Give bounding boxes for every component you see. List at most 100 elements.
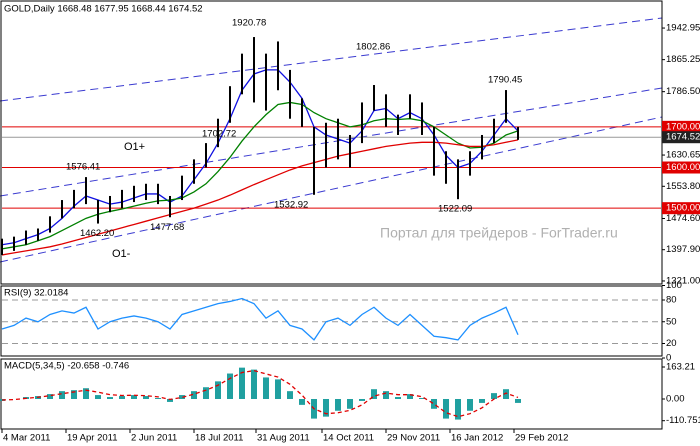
rsi-title: RSI(9) 32.0184 xyxy=(4,288,68,299)
macd-bar xyxy=(359,398,365,401)
channel-line xyxy=(0,87,663,197)
macd-bar xyxy=(107,397,113,399)
y-tick-label: 1474.60 xyxy=(666,213,700,224)
x-tick-label: 29 Nov 2011 xyxy=(387,433,440,444)
macd-bar xyxy=(347,398,353,409)
level-label-box xyxy=(662,161,700,174)
y-tick-label: 163.21 xyxy=(666,362,695,373)
price-annotation: 1532.92 xyxy=(274,199,308,210)
level-label: 1700.00 xyxy=(666,121,700,132)
macd-bar xyxy=(227,373,233,399)
macd-panel xyxy=(0,358,663,430)
x-tick-label: 14 Oct 2011 xyxy=(323,433,374,444)
macd-bar xyxy=(167,398,173,402)
price-annotation: 1790.45 xyxy=(488,75,522,86)
macd-bar xyxy=(323,398,329,417)
macd-bar xyxy=(131,395,137,399)
macd-title: MACD(5,34,5) -20.658 -0.746 xyxy=(4,361,129,372)
moving-average xyxy=(1,101,519,250)
y-tick-label: 1942.95 xyxy=(666,23,700,34)
macd-bar xyxy=(479,398,485,403)
rsi-line xyxy=(1,297,519,341)
macd-bar xyxy=(383,391,389,399)
y-tick-label: 1553.80 xyxy=(666,181,700,192)
level-label-box xyxy=(662,120,700,133)
y-tick-label: 50 xyxy=(666,316,677,327)
last-price-box xyxy=(662,131,700,144)
channel-line xyxy=(0,116,663,263)
macd-bar xyxy=(143,396,149,399)
macd-bar xyxy=(299,398,305,405)
macd-bar xyxy=(203,387,209,399)
price-annotation: 1576.41 xyxy=(66,162,100,173)
price-annotation: 1522.09 xyxy=(438,204,472,215)
macd-bar xyxy=(419,398,425,399)
price-annotation: 1462.20 xyxy=(80,228,114,239)
x-tick-label: 31 Aug 2011 xyxy=(257,433,310,444)
channel-line xyxy=(0,17,663,102)
level-label-box xyxy=(662,202,700,215)
macd-bar xyxy=(155,398,161,399)
x-tick-label: 2 Jun 2011 xyxy=(131,433,177,444)
macd-bar xyxy=(491,393,497,399)
y-tick-label: 1865.25 xyxy=(666,54,700,65)
y-tick-label: 80 xyxy=(666,295,677,306)
moving-average xyxy=(1,69,519,246)
y-tick-label: 0 xyxy=(666,353,671,364)
y-tick-label: 1630.65 xyxy=(666,150,700,161)
price-annotation: 1802.86 xyxy=(356,42,390,53)
macd-bar xyxy=(371,389,377,399)
y-tick-label: 1321.00 xyxy=(666,275,700,286)
macd-bar xyxy=(251,369,257,399)
y-tick-label: 1397.90 xyxy=(666,244,700,255)
macd-bar xyxy=(395,397,401,399)
macd-bar xyxy=(59,391,65,399)
chart-title: GOLD,Daily 1668.48 1677.95 1668.44 1674.… xyxy=(4,4,203,15)
macd-bar xyxy=(83,388,89,399)
y-tick-label: 0.00 xyxy=(666,394,685,405)
macd-bar xyxy=(515,398,521,403)
macd-bar xyxy=(407,394,413,399)
macd-bar xyxy=(71,390,77,399)
macd-bar xyxy=(455,398,461,420)
watermark: Портал для трейдеров - ForTrader.ru xyxy=(380,225,618,241)
macd-bar xyxy=(287,391,293,399)
macd-bar xyxy=(431,398,437,409)
price-annotation: 1920.78 xyxy=(232,18,266,29)
x-tick-label: 29 Feb 2012 xyxy=(515,433,568,444)
channel-label: O1- xyxy=(112,248,131,260)
level-label: 1500.00 xyxy=(666,203,700,214)
macd-bar xyxy=(47,394,53,399)
channel-label: O1+ xyxy=(124,141,145,153)
moving-average xyxy=(1,139,519,256)
macd-bar xyxy=(263,377,269,399)
rsi-panel xyxy=(0,285,663,357)
macd-bar xyxy=(503,389,509,399)
macd-bar xyxy=(119,396,125,399)
y-tick-label: 1786.50 xyxy=(666,86,700,97)
macd-bar xyxy=(239,367,245,399)
macd-signal xyxy=(1,369,519,418)
macd-bar xyxy=(191,391,197,399)
x-tick-label: 16 Jan 2012 xyxy=(451,433,503,444)
macd-bar xyxy=(95,395,101,399)
level-label: 1600.00 xyxy=(666,162,700,173)
y-tick-label: 20 xyxy=(666,338,677,349)
y-tick-label: 100 xyxy=(666,280,682,291)
macd-bar xyxy=(215,381,221,399)
x-tick-label: 19 Apr 2011 xyxy=(67,433,118,444)
macd-bar xyxy=(467,398,473,411)
price-annotation: 1702.72 xyxy=(202,128,236,139)
x-tick-label: 4 Mar 2011 xyxy=(3,433,50,444)
macd-bar xyxy=(335,398,341,411)
macd-bar xyxy=(443,398,449,419)
y-tick-label: -110.751 xyxy=(666,415,700,426)
last-price-label: 1674.52 xyxy=(666,132,700,143)
macd-bar xyxy=(275,379,281,399)
macd-bar xyxy=(179,395,185,399)
x-tick-label: 18 Jul 2011 xyxy=(195,433,243,444)
price-annotation: 1477.68 xyxy=(150,222,184,233)
